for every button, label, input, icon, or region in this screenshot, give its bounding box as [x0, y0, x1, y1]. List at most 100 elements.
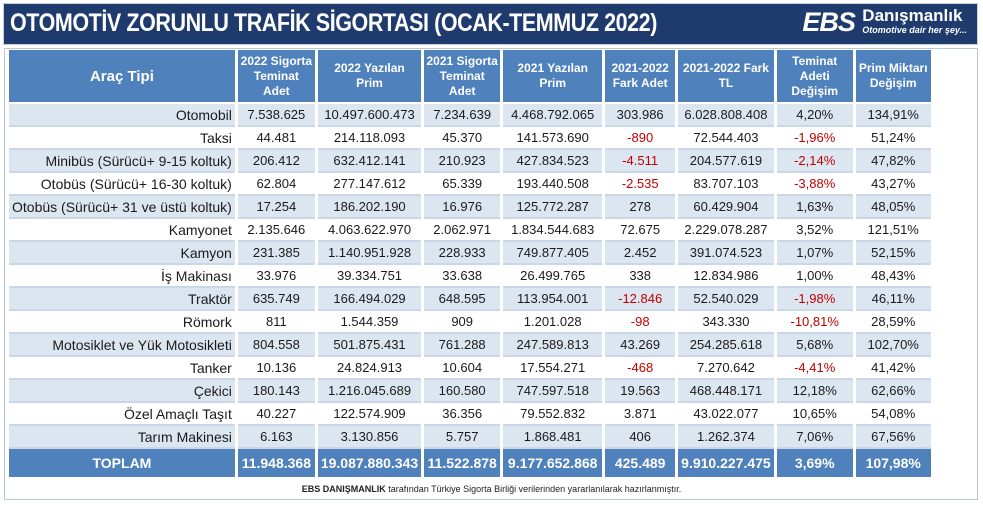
table-cell: 41,42%: [855, 357, 931, 380]
table-cell: 60.429.904: [678, 196, 774, 219]
table-cell: 102,70%: [855, 334, 931, 357]
table-cell: 26.499.765: [503, 265, 603, 288]
table-cell: 204.577.619: [678, 150, 774, 173]
table-cell: -98: [605, 311, 676, 334]
table-cell: 17.254: [237, 196, 315, 219]
table-cell: 44.481: [237, 127, 315, 150]
ebs-logo: EBS Danışmanlık Otomotive dair her şey..…: [802, 7, 967, 38]
table-cell: 406: [605, 426, 676, 449]
table-row: İş Makinası 33.976 39.334.751 33.638 26.499.…: [9, 265, 931, 288]
table-cell: 72.675: [605, 219, 676, 242]
table-cell: 48,43%: [855, 265, 931, 288]
table-cell: 6.163: [237, 426, 315, 449]
table-row: Taksi 44.481 214.118.093 45.370 141.573.690-…: [9, 127, 931, 150]
table-cell: 46,11%: [855, 288, 931, 311]
table-cell: 5,68%: [776, 334, 853, 357]
table-cell: 6.028.808.408: [678, 104, 774, 127]
vehicle-type: Tarım Makinesi: [9, 426, 235, 449]
page-title: OTOMOTİV ZORUNLU TRAFİK SİGORTASI (OCAK-…: [10, 9, 657, 37]
table-row: Kamyon 231.385 1.140.951.928 228.933 749.877…: [9, 242, 931, 265]
table-cell: 160.580: [424, 380, 501, 403]
vehicle-type: Çekici: [9, 380, 235, 403]
table-cell: 1.834.544.683: [503, 219, 603, 242]
table-cell: 52,15%: [855, 242, 931, 265]
table-cell: 19.563: [605, 380, 676, 403]
table-cell: 43.022.077: [678, 403, 774, 426]
table-row: Motosiklet ve Yük Motosikleti 804.558 501.…: [9, 334, 931, 357]
table-row: Minibüs (Sürücü+ 9-15 koltuk) 206.412 632.…: [9, 150, 931, 173]
table-cell: 180.143: [237, 380, 315, 403]
table-row: Otobüs (Sürücü+ 16-30 koltuk) 62.804 277.1…: [9, 173, 931, 196]
source-note: EBS DANIŞMANLIK tarafından Türkiye Sigor…: [0, 484, 983, 494]
table-cell: -2.535: [605, 173, 676, 196]
column-header: 2022 Sigorta Teminat Adet: [237, 50, 315, 104]
table-row: Kamyonet 2.135.646 4.063.622.970 2.062.971 1…: [9, 219, 931, 242]
table-cell: 10.604: [424, 357, 501, 380]
table-cell: 3.871: [605, 403, 676, 426]
table-cell: 141.573.690: [503, 127, 603, 150]
table-cell: 1.216.045.689: [317, 380, 422, 403]
table-cell: 122.574.909: [317, 403, 422, 426]
table-cell: 67,56%: [855, 426, 931, 449]
table-cell: 36.356: [424, 403, 501, 426]
table-cell: -2,14%: [776, 150, 853, 173]
table-cell: 2.062.971: [424, 219, 501, 242]
table-cell: 79.552.832: [503, 403, 603, 426]
table-cell: 468.448.171: [678, 380, 774, 403]
table-cell: 39.334.751: [317, 265, 422, 288]
vehicle-type: Tanker: [9, 357, 235, 380]
insurance-table: Araç Tipi 2022 Sigorta Teminat Adet 2022 Y…: [6, 50, 934, 477]
total-label: TOPLAM: [9, 449, 235, 477]
table-cell: 1.140.951.928: [317, 242, 422, 265]
table-cell: 2.229.078.287: [678, 219, 774, 242]
table-cell: 277.147.612: [317, 173, 422, 196]
table-cell: 228.933: [424, 242, 501, 265]
vehicle-type: Otobüs (Sürücü+ 31 ve üstü koltuk): [9, 196, 235, 219]
table-cell: 121,51%: [855, 219, 931, 242]
table-cell: 7.538.625: [237, 104, 315, 127]
vehicle-type: İş Makinası: [9, 265, 235, 288]
column-header: Prim Miktarı Değişim: [855, 50, 931, 104]
table-cell: 1.868.481: [503, 426, 603, 449]
table-cell: 3.130.856: [317, 426, 422, 449]
table-cell: 7.234.639: [424, 104, 501, 127]
table-cell: 12,18%: [776, 380, 853, 403]
table-cell: 210.923: [424, 150, 501, 173]
table-cell: 254.285.618: [678, 334, 774, 357]
table-cell: 747.597.518: [503, 380, 603, 403]
table-cell: 54,08%: [855, 403, 931, 426]
logo-brand: EBS: [802, 7, 856, 37]
logo-name: Danışmanlık: [862, 6, 963, 25]
column-header: 2021 Sigorta Teminat Adet: [424, 50, 501, 104]
table-cell: 2.452: [605, 242, 676, 265]
table-cell: 193.440.508: [503, 173, 603, 196]
vehicle-type: Traktör: [9, 288, 235, 311]
table-cell: 247.589.813: [503, 334, 603, 357]
column-header: 2021-2022 Fark TL: [678, 50, 774, 104]
table-cell: 24.824.913: [317, 357, 422, 380]
table-row: Römork 811 1.544.359 909 1.201.028 -98 343.330…: [9, 311, 931, 334]
total-cell: 3,69%: [776, 449, 853, 477]
table-cell: -468: [605, 357, 676, 380]
table-cell: 83.707.103: [678, 173, 774, 196]
table-cell: 909: [424, 311, 501, 334]
total-cell: 425.489: [605, 449, 676, 477]
table-cell: 125.772.287: [503, 196, 603, 219]
vehicle-type: Taksi: [9, 127, 235, 150]
table-cell: 33.976: [237, 265, 315, 288]
total-cell: 11.522.878: [424, 449, 501, 477]
table-cell: 51,24%: [855, 127, 931, 150]
table-row: Tarım Makinesi 6.163 3.130.856 5.757 1.868.4…: [9, 426, 931, 449]
table-row: Traktör 635.749 166.494.029 648.595 113.954.…: [9, 288, 931, 311]
vehicle-type: Özel Amaçlı Taşıt: [9, 403, 235, 426]
table-cell: 4,20%: [776, 104, 853, 127]
table-cell: 214.118.093: [317, 127, 422, 150]
table-cell: 391.074.523: [678, 242, 774, 265]
table-frame: [4, 48, 978, 500]
vehicle-type: Otobüs (Sürücü+ 16-30 koltuk): [9, 173, 235, 196]
table-cell: 33.638: [424, 265, 501, 288]
table-cell: -3,88%: [776, 173, 853, 196]
table-cell: -1,98%: [776, 288, 853, 311]
vehicle-type: Kamyon: [9, 242, 235, 265]
table-cell: 749.877.405: [503, 242, 603, 265]
